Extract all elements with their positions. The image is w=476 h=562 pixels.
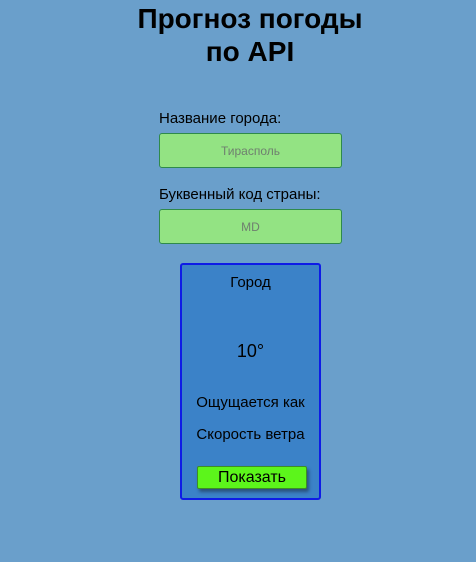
temperature-value: 10° [236, 341, 265, 361]
country-code-input[interactable] [159, 209, 342, 244]
show-button[interactable]: Показать [197, 466, 307, 489]
wind-speed-text: Скорость ветра [196, 426, 305, 443]
city-label: Название города: [159, 110, 282, 127]
weather-card: Город 10° Ощущается как Скорость ветра П… [180, 263, 321, 500]
feels-like-text: Ощущается как [196, 394, 305, 411]
page-title: Прогноз погоды по API [0, 2, 476, 68]
page-title-line-1: Прогноз погоды [137, 3, 363, 34]
country-code-label: Буквенный код страны: [159, 186, 321, 203]
city-name: Город [230, 274, 271, 291]
page-title-line-2: по API [205, 36, 295, 67]
city-input[interactable] [159, 133, 342, 168]
